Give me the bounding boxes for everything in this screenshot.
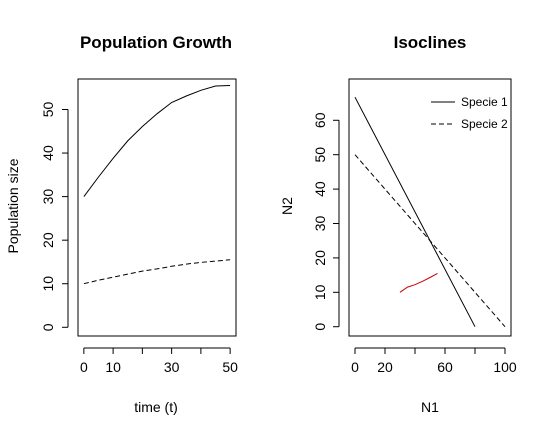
panel2-series-2 <box>354 154 506 328</box>
legend-label-2: Specie 2 <box>461 117 508 131</box>
panel2-plot: 0 20 60 100 0 10 20 30 40 50 60 Specie 1 Specie 2 <box>312 78 517 375</box>
panel1-ylabel: Population size <box>5 158 21 253</box>
legend-label-1: Specie 1 <box>461 95 508 109</box>
panel1-y-tick-label: 10 <box>40 276 56 292</box>
panel1-y-tick-label: 50 <box>40 101 56 117</box>
panel1-y-tick-label: 30 <box>40 189 56 205</box>
panel1-plot: 0 10 30 50 0 10 20 30 40 50 <box>40 78 238 375</box>
panel1-x-tick-label: 50 <box>222 359 238 375</box>
panel2-y-tick-label: 40 <box>312 181 328 197</box>
panel2-y-tick-label: 0 <box>312 323 328 331</box>
panel2-y-tick-label: 20 <box>312 250 328 266</box>
panel2-box <box>348 78 512 337</box>
panel2-x-tick-label: 20 <box>377 359 393 375</box>
panel2-y-tick-label: 50 <box>312 147 328 163</box>
panel2-series-3 <box>399 272 438 293</box>
panel1-x-tick-label: 30 <box>164 359 180 375</box>
panel1-box <box>77 78 237 337</box>
panel1-series-1 <box>83 85 231 197</box>
panel1-series-2 <box>83 259 231 285</box>
panel2-series-1 <box>354 96 476 327</box>
panel2-y-tick-label: 30 <box>312 216 328 232</box>
panel2-xlabel: N1 <box>421 399 439 415</box>
panel1-title: Population Growth <box>80 33 232 52</box>
panel2-x-tick-label: 0 <box>351 359 359 375</box>
panel2-ylabel: N2 <box>279 197 295 215</box>
panel1-x-tick-label: 10 <box>105 359 121 375</box>
panel2-y-tick-label: 60 <box>312 112 328 128</box>
panel1-y-tick-label: 20 <box>40 232 56 248</box>
panel2-x-tick-label: 100 <box>493 359 517 375</box>
panel1-y-tick-label: 0 <box>40 323 56 331</box>
panel2-title: Isoclines <box>394 33 467 52</box>
panel1-x-tick-label: 0 <box>80 359 88 375</box>
panel1-xlabel: time (t) <box>134 399 178 415</box>
panel2-y-tick-label: 10 <box>312 284 328 300</box>
panel1-y-tick-label: 40 <box>40 145 56 161</box>
panel2-x-tick-label: 60 <box>437 359 453 375</box>
